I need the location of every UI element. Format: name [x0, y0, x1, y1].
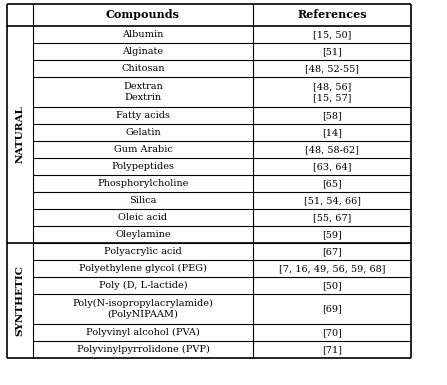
Text: Compounds: Compounds	[106, 10, 180, 20]
Text: Polypeptides: Polypeptides	[111, 162, 174, 171]
Text: NATURAL: NATURAL	[16, 105, 25, 164]
Text: Polyethylene glycol (PEG): Polyethylene glycol (PEG)	[79, 264, 207, 273]
Text: [15, 50]: [15, 50]	[313, 30, 351, 39]
Text: Phosphorylcholine: Phosphorylcholine	[97, 179, 189, 188]
Text: Gum Arabic: Gum Arabic	[114, 145, 173, 154]
Text: Alginate: Alginate	[122, 47, 164, 56]
Text: [55, 67]: [55, 67]	[313, 213, 351, 222]
Text: [14]: [14]	[322, 128, 342, 137]
Text: [50]: [50]	[322, 281, 342, 290]
Text: [48, 58-62]: [48, 58-62]	[305, 145, 359, 154]
Text: Poly(N-isopropylacrylamide)
(PolyNIPAAM): Poly(N-isopropylacrylamide) (PolyNIPAAM)	[72, 299, 213, 319]
Text: [59]: [59]	[322, 230, 342, 239]
Text: [48, 56]
[15, 57]: [48, 56] [15, 57]	[313, 82, 351, 102]
Text: [58]: [58]	[322, 111, 342, 120]
Text: Albumin: Albumin	[122, 30, 164, 39]
Text: SYNTHETIC: SYNTHETIC	[16, 265, 25, 336]
Text: [51]: [51]	[322, 47, 342, 56]
Text: [65]: [65]	[322, 179, 342, 188]
Text: [67]: [67]	[322, 247, 342, 256]
Text: Poly (D, L-lactide): Poly (D, L-lactide)	[99, 281, 187, 290]
Text: Fatty acids: Fatty acids	[116, 111, 170, 120]
Text: [70]: [70]	[322, 328, 342, 337]
Text: Gelatin: Gelatin	[125, 128, 161, 137]
Text: Silica: Silica	[129, 196, 157, 205]
Text: [48, 52-55]: [48, 52-55]	[305, 64, 359, 73]
Text: [7, 16, 49, 56, 59, 68]: [7, 16, 49, 56, 59, 68]	[279, 264, 385, 273]
Text: References: References	[297, 10, 367, 20]
Text: [51, 54, 66]: [51, 54, 66]	[304, 196, 360, 205]
Text: [63, 64]: [63, 64]	[313, 162, 351, 171]
Text: Polyvinylpyrrolidone (PVP): Polyvinylpyrrolidone (PVP)	[76, 345, 210, 354]
Text: [69]: [69]	[322, 305, 342, 313]
Text: Oleylamine: Oleylamine	[115, 230, 171, 239]
Text: Polyvinyl alcohol (PVA): Polyvinyl alcohol (PVA)	[86, 328, 200, 337]
Text: Polyacrylic acid: Polyacrylic acid	[104, 247, 182, 256]
Text: Chitosan: Chitosan	[121, 64, 165, 73]
Text: Oleic acid: Oleic acid	[118, 213, 168, 222]
Text: [71]: [71]	[322, 345, 342, 354]
Text: Dextran
Dextrin: Dextran Dextrin	[123, 82, 163, 102]
